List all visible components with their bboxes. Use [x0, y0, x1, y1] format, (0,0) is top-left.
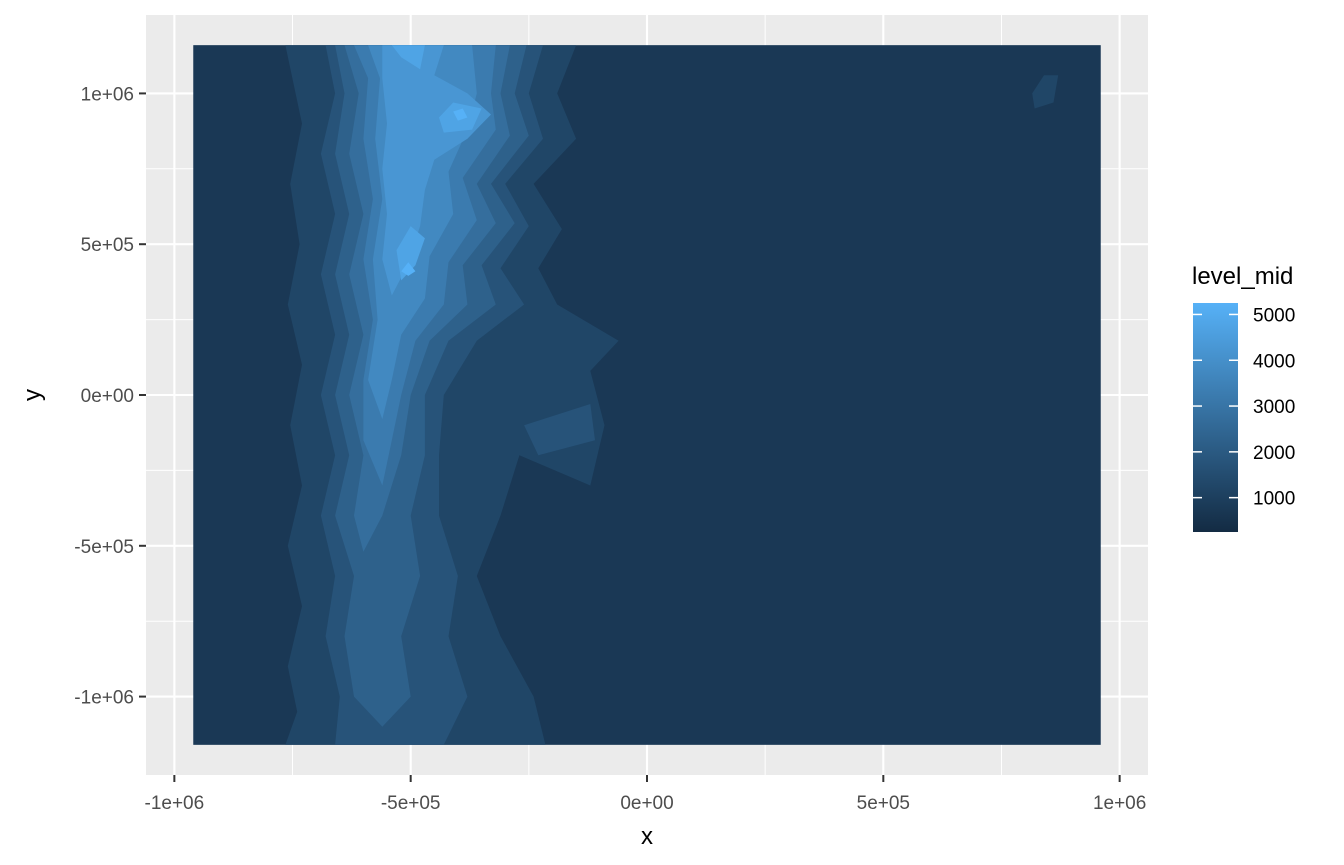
y-axis-title: y — [19, 389, 46, 401]
y-tick-label: -5e+05 — [74, 537, 134, 558]
y-tick-label: 1e+06 — [81, 84, 134, 105]
contour-band — [524, 404, 595, 456]
contour-band — [391, 45, 425, 70]
y-tick-label: 0e+00 — [81, 386, 134, 407]
legend-title: level_mid — [1192, 263, 1293, 290]
legend-break-label: 4000 — [1253, 351, 1295, 372]
contour-band — [453, 108, 468, 121]
contour-band — [401, 262, 416, 276]
y-tick-label: 5e+05 — [81, 235, 134, 256]
legend-break-label: 5000 — [1253, 305, 1295, 326]
x-axis: -1e+06 -5e+05 0e+00 5e+05 1e+06 — [145, 775, 1146, 814]
contour-fills — [193, 45, 1101, 745]
legend-colorbar — [1193, 303, 1238, 532]
x-tick-label: 5e+05 — [857, 793, 910, 814]
legend-break-label: 2000 — [1253, 443, 1295, 464]
y-tick-label: -1e+06 — [74, 688, 134, 709]
x-tick-label: -1e+06 — [145, 793, 205, 814]
legend: level_mid 1000 2000 3000 4000 5000 — [1192, 263, 1295, 532]
y-axis: -1e+06 -5e+05 0e+00 5e+05 1e+06 — [74, 84, 146, 709]
x-axis-title: x — [641, 823, 653, 850]
x-tick-label: 0e+00 — [620, 793, 673, 814]
x-tick-label: 1e+06 — [1093, 793, 1146, 814]
contour-band — [396, 226, 425, 281]
legend-break-label: 1000 — [1253, 489, 1295, 510]
contour-band — [1032, 75, 1059, 109]
x-tick-label: -5e+05 — [381, 793, 441, 814]
legend-break-label: 3000 — [1253, 397, 1295, 418]
